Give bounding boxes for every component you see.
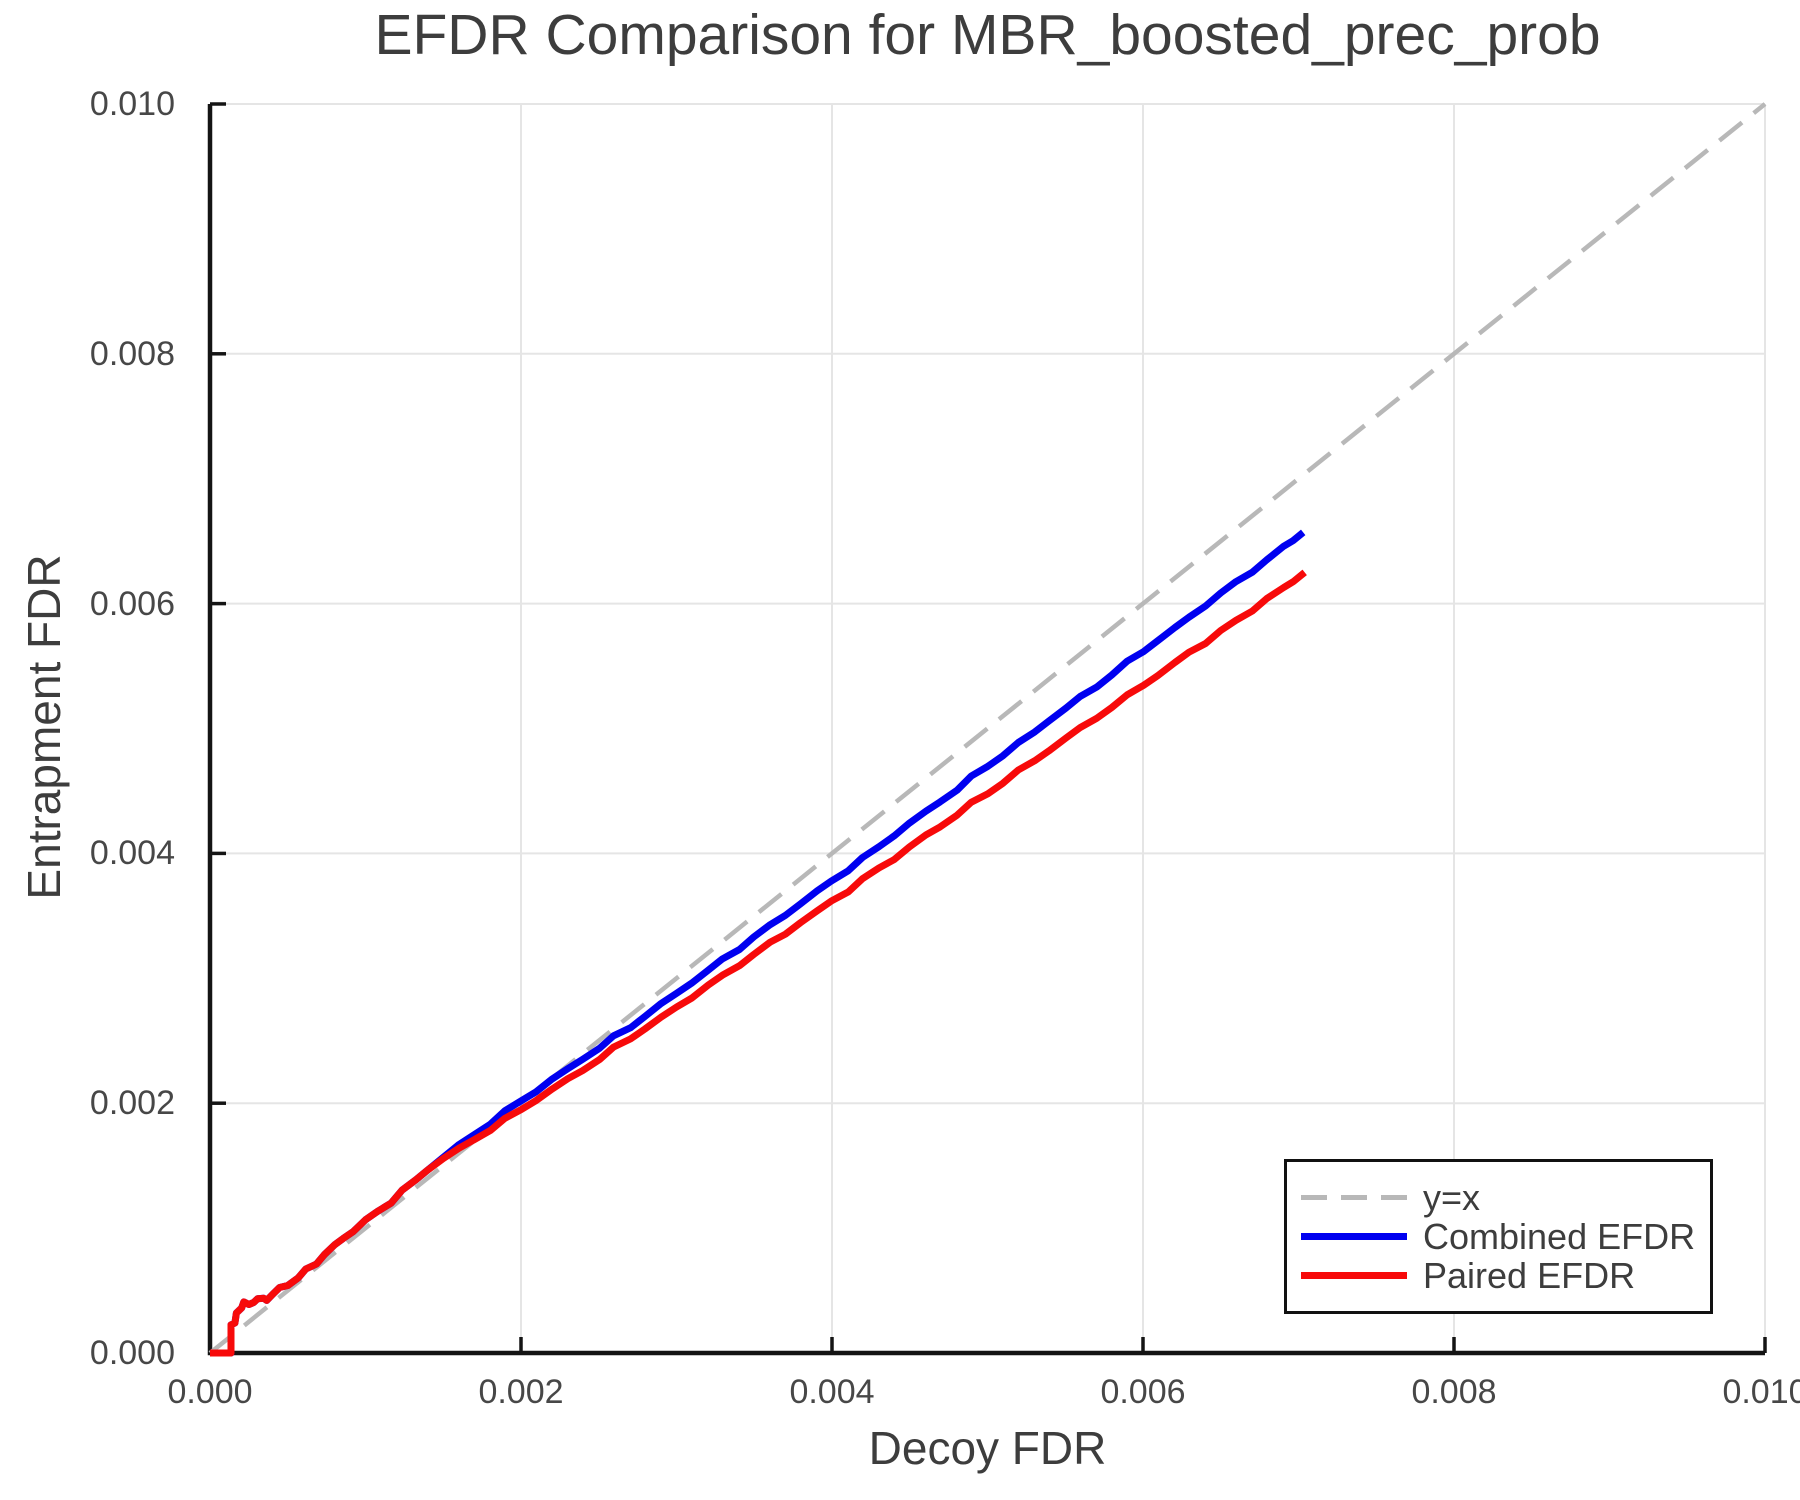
y-tick-label: 0.002 — [89, 1084, 175, 1123]
legend-line-sample-icon — [1301, 1233, 1407, 1240]
x-axis-label: Decoy FDR — [868, 1422, 1107, 1474]
chart-title: EFDR Comparison for MBR_boosted_prec_pro… — [374, 3, 1601, 67]
y-tick-label: 0.010 — [89, 85, 175, 123]
legend-label: Combined EFDR — [1423, 1216, 1696, 1257]
x-tick-label: 0.002 — [478, 1373, 564, 1411]
y-tick-label: 0.008 — [89, 334, 175, 373]
series-line-paired-efdr — [210, 569, 1307, 1357]
legend-entry: Paired EFDR — [1301, 1256, 1710, 1295]
legend-label: y=x — [1423, 1177, 1481, 1218]
legend-line-sample-icon — [1301, 1195, 1407, 1200]
x-tick-label: 0.006 — [1100, 1373, 1186, 1411]
x-tick-label: 0.000 — [167, 1373, 253, 1411]
legend-entry: Combined EFDR — [1301, 1217, 1710, 1256]
legend-entry: y=x — [1301, 1178, 1710, 1217]
x-tick-label: 0.008 — [1411, 1373, 1497, 1411]
legend-label: Paired EFDR — [1423, 1255, 1636, 1296]
x-tick-label: 0.004 — [789, 1373, 875, 1411]
series-line-combined-efdr — [210, 529, 1306, 1357]
y-tick-label: 0.004 — [89, 834, 175, 873]
x-tick-label: 0.010 — [1722, 1373, 1800, 1411]
y-tick-label: 0.006 — [89, 584, 175, 623]
legend: y=x Combined EFDR Paired EFDR — [1284, 1159, 1713, 1314]
legend-line-sample-icon — [1301, 1272, 1407, 1279]
y-axis-label: Entrapment FDR — [18, 554, 70, 900]
y-tick-label: 0.000 — [89, 1334, 175, 1372]
